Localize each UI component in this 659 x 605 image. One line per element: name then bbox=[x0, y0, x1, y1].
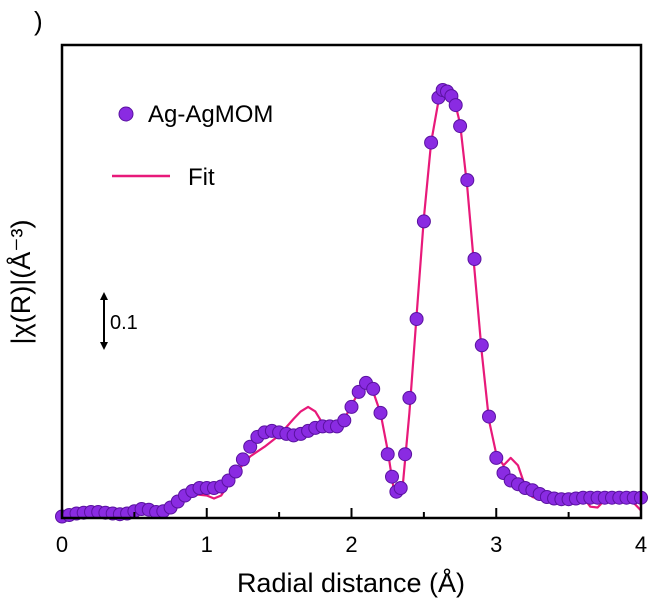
data-point bbox=[351, 384, 366, 399]
data-point bbox=[460, 173, 475, 188]
data-point bbox=[228, 464, 243, 479]
data-point bbox=[393, 481, 408, 495]
x-tick-label: 2 bbox=[345, 532, 357, 557]
data-point bbox=[380, 447, 395, 462]
data-point bbox=[482, 409, 496, 424]
data-point bbox=[398, 447, 413, 462]
y-axis-title: |χ(R)|(Å⁻³) bbox=[5, 220, 36, 345]
legend: Ag-AgMOM Fit bbox=[112, 101, 273, 191]
legend-label-fit: Fit bbox=[188, 164, 215, 191]
panel-label: ) bbox=[34, 6, 43, 36]
data-point bbox=[344, 399, 359, 414]
fit-line bbox=[61, 85, 642, 517]
data-point bbox=[409, 312, 424, 326]
x-axis-ticks: 0 1 2 3 4 bbox=[56, 508, 647, 557]
data-point bbox=[402, 390, 417, 405]
x-axis-title: Radial distance (Å) bbox=[237, 567, 465, 598]
legend-marker-ag-agmom bbox=[118, 106, 134, 122]
data-point bbox=[448, 98, 463, 113]
data-point bbox=[337, 413, 352, 428]
data-point bbox=[243, 439, 258, 454]
data-point bbox=[373, 405, 388, 420]
data-point bbox=[366, 381, 381, 396]
scale-bar-down-arrow-icon bbox=[100, 342, 108, 350]
scale-bar-up-arrow-icon bbox=[100, 292, 108, 300]
series-layer bbox=[55, 83, 648, 524]
data-point bbox=[489, 450, 504, 465]
scale-bar: 0.1 bbox=[100, 292, 138, 350]
data-point bbox=[424, 135, 439, 150]
data-point bbox=[385, 469, 399, 484]
x-tick-label: 0 bbox=[56, 532, 68, 557]
legend-label-ag-agmom: Ag-AgMOM bbox=[148, 101, 273, 128]
data-point bbox=[467, 252, 482, 266]
scale-bar-label: 0.1 bbox=[110, 312, 138, 334]
data-point bbox=[453, 119, 468, 134]
data-point bbox=[235, 452, 250, 467]
data-point bbox=[474, 338, 489, 353]
data-point bbox=[416, 214, 431, 229]
x-tick-label: 1 bbox=[201, 532, 213, 557]
x-tick-label: 3 bbox=[490, 532, 502, 557]
x-tick-label: 4 bbox=[635, 532, 647, 557]
